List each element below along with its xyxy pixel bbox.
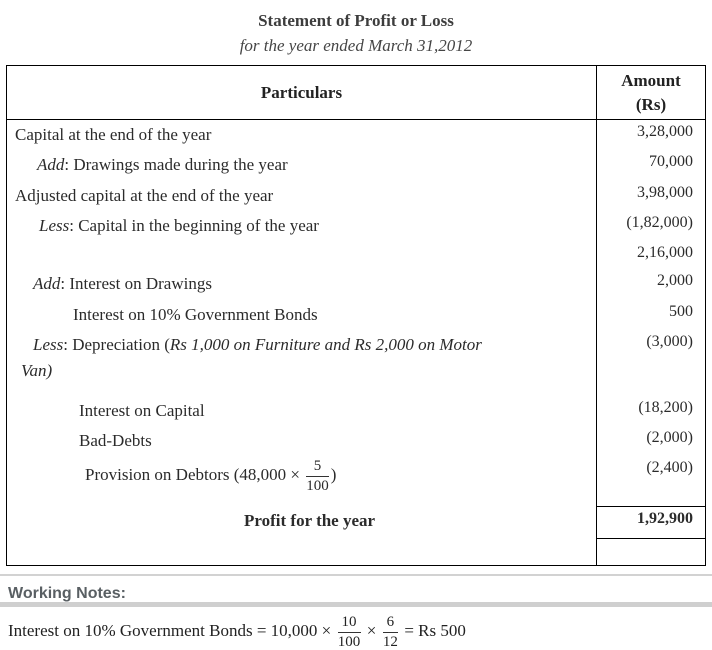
text-segment: : Drawings made during the year — [64, 155, 288, 175]
fraction: 5 100 — [306, 458, 329, 494]
text-segment: : Depreciation ( — [63, 335, 170, 355]
amount-cell: (1,82,000) — [626, 214, 693, 232]
text-segment: Provision on Debtors (48,000 × — [85, 465, 305, 485]
working-notes-formula: Interest on 10% Government Bonds = 10,00… — [8, 614, 704, 650]
table-row: Provision on Debtors (48,000 × 5 100) (2,4… — [7, 456, 705, 507]
fraction-numerator: 5 — [306, 458, 329, 477]
particulars-cell: Interest on Capital — [7, 386, 597, 427]
text-segment: : Capital in the beginning of the year — [69, 216, 319, 236]
particulars-column-header: Particulars — [7, 66, 597, 119]
text-segment: Adjusted capital at the end of the year — [15, 185, 274, 205]
amount-header-line1: Amount — [621, 70, 681, 90]
particulars-cell: Capital at the end of the year — [7, 120, 597, 151]
profit-loss-table: Particulars Amount (Rs) Capital at the e… — [6, 65, 706, 567]
table-row: Profit for the year 1,92,900 — [7, 506, 705, 540]
text-segment: Rs 1,000 on Furniture and Rs 2,000 on Mo… — [169, 335, 482, 355]
amount-cell: 3,28,000 — [637, 123, 693, 140]
working-notes-section: Working Notes: Interest on 10% Governmen… — [0, 574, 712, 650]
text-segment: Van) — [21, 361, 53, 381]
text-segment: : Interest on Drawings — [60, 274, 212, 294]
amount-column-header: Amount (Rs) — [597, 66, 705, 119]
fraction: 10 100 — [337, 614, 361, 650]
amount-cell: 2,000 — [657, 272, 693, 290]
table-row: Bad-Debts (2,000) — [7, 426, 705, 457]
table-row: Add: Drawings made during the year 70,000 — [7, 150, 705, 181]
text-segment: Less — [33, 335, 64, 355]
table-row: Adjusted capital at the end of the year 3… — [7, 180, 705, 212]
particulars-cell: Less: Capital in the beginning of the ye… — [7, 211, 597, 242]
amount-cell: 500 — [669, 302, 693, 320]
amount-header-line2: (Rs) — [635, 94, 667, 114]
text-segment: Bad-Debts — [79, 431, 152, 451]
text-segment: Add — [37, 155, 65, 175]
fraction-denominator: 12 — [382, 633, 398, 650]
text-segment: Profit for the year — [244, 511, 376, 531]
table-row: Less: Depreciation (Rs 1,000 on Furnitur… — [7, 330, 705, 387]
text-segment: Interest on 10% Government Bonds = 10,00… — [8, 621, 336, 641]
table-row: 2,16,000 — [7, 241, 705, 270]
amount-cell — [597, 539, 705, 565]
table-row — [7, 539, 705, 566]
table-row: Add: Interest on Drawings 2,000 — [7, 269, 705, 300]
particulars-cell: Add: Drawings made during the year — [7, 150, 597, 181]
amount-cell: 2,16,000 — [637, 244, 693, 262]
text-segment: Interest on Capital — [79, 400, 205, 420]
text-segment: Capital at the end of the year — [15, 125, 212, 144]
text-segment: = Rs 500 — [400, 621, 466, 641]
particulars-cell: Less: Depreciation (Rs 1,000 on Furnitur… — [7, 330, 597, 387]
bottom-divider — [0, 602, 712, 607]
table-row: Interest on 10% Government Bonds 500 — [7, 299, 705, 331]
fraction: 6 12 — [382, 614, 399, 650]
amount-cell: (2,400) — [646, 459, 693, 477]
particulars-cell — [7, 539, 597, 566]
text-segment: ) — [330, 465, 337, 485]
amount-cell: 1,92,900 — [597, 506, 705, 540]
amount-cell: (2,000) — [646, 429, 693, 447]
particulars-cell: Add: Interest on Drawings — [7, 269, 597, 300]
text-segment: Add — [33, 274, 61, 294]
text-segment: Interest on 10% Government Bonds — [73, 304, 318, 324]
amount-cell: 3,98,000 — [637, 183, 693, 201]
working-notes-label: Working Notes: — [8, 585, 126, 603]
amount-cell: 70,000 — [649, 153, 693, 171]
statement-subtitle: for the year ended March 31,2012 — [239, 36, 473, 55]
amount-cell: (18,200) — [638, 398, 693, 416]
fraction-denominator: 100 — [337, 633, 361, 650]
table-body: Capital at the end of the year 3,28,000 Ad… — [7, 120, 705, 566]
amount-cell: (3,000) — [646, 333, 693, 351]
particulars-cell: Adjusted capital at the end of the year — [7, 180, 597, 212]
fraction-numerator: 10 — [337, 614, 361, 633]
particulars-cell: Provision on Debtors (48,000 × 5 100) — [7, 456, 597, 507]
table-row: Less: Capital in the beginning of the ye… — [7, 211, 705, 242]
particulars-cell: Interest on 10% Government Bonds — [7, 299, 597, 331]
text-segment: Less — [39, 216, 70, 236]
statement-title: Statement of Profit or Loss — [258, 11, 454, 30]
particulars-cell — [7, 241, 597, 270]
table-row: Interest on Capital (18,200) — [7, 386, 705, 427]
fraction-numerator: 6 — [382, 614, 399, 633]
fraction-denominator: 100 — [306, 477, 329, 494]
particulars-cell: Profit for the year — [7, 506, 597, 540]
text-segment: × — [362, 621, 381, 641]
table-row: Capital at the end of the year 3,28,000 — [7, 120, 705, 151]
table-header-row: Particulars Amount (Rs) — [7, 66, 705, 120]
particulars-cell: Bad-Debts — [7, 426, 597, 457]
